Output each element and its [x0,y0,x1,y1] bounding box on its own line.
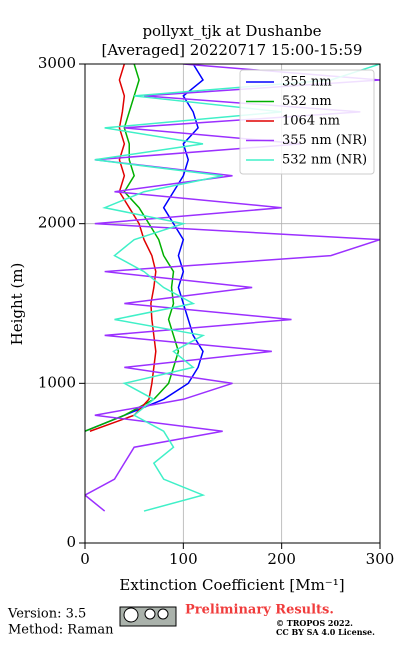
chart-subtitle: [Averaged] 20220717 15:00-15:59 [102,41,363,59]
y-axis-label: Height (m) [8,263,26,346]
profile-line [85,64,180,432]
chart-title: pollyxt_tjk at Dushanbe [142,22,321,40]
method: Method: Raman [8,623,114,638]
license: CC BY SA 4.0 License. [276,627,375,637]
y-tick-label: 1000 [38,373,76,391]
y-tick-label: 3000 [38,54,76,72]
version: Version: 3.5 [7,607,86,622]
profile-line [89,64,157,432]
status-1: Preliminary Results. [185,603,334,618]
legend-label: 355 nm [282,75,332,90]
legend-label: 532 nm [282,94,332,109]
profile-line [85,64,204,432]
legend-label: 532 nm (NR) [282,153,367,168]
copyright: © TROPOS 2022. [276,618,353,628]
x-tick-label: 0 [80,550,90,568]
plot-frame [84,63,381,544]
legend-label: 1064 nm [282,114,340,129]
cc-logo [119,606,177,627]
y-tick-label: 0 [66,533,76,551]
x-tick-label: 300 [366,550,395,568]
profile-line [94,64,380,512]
y-tick-label: 2000 [38,214,76,232]
x-axis-label: Extinction Coefficient [Mm⁻¹] [119,576,344,594]
legend-label: 355 nm (NR) [282,133,367,148]
x-tick-label: 200 [267,550,296,568]
legend-box [239,69,375,175]
x-tick-label: 100 [169,550,198,568]
